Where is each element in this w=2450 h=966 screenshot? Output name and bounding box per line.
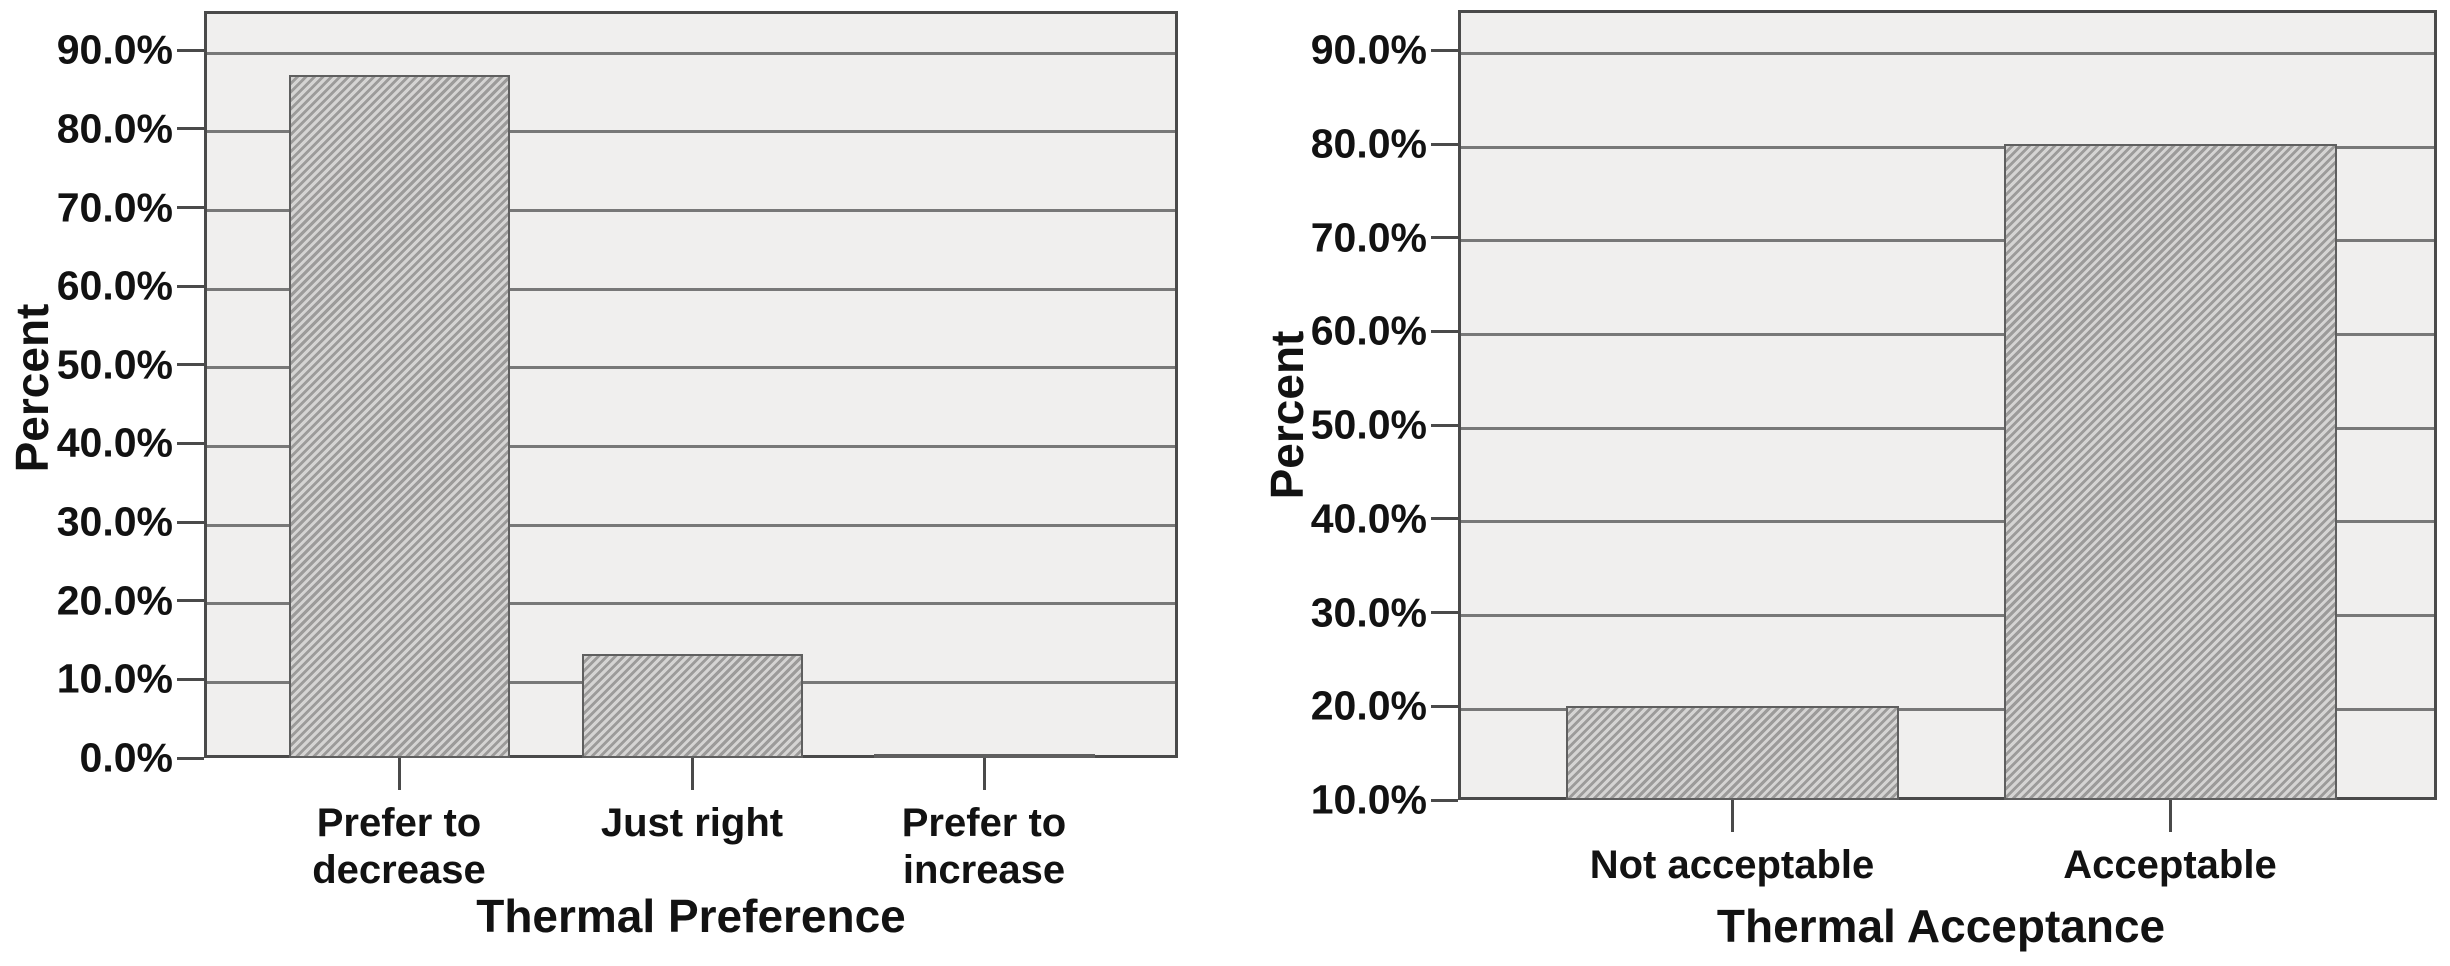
y-axis-tick-label: 80.0% <box>1310 120 1427 167</box>
gridline <box>207 366 1175 370</box>
y-axis-tick-mark <box>177 599 204 603</box>
y-axis-tick-mark <box>1431 142 1458 146</box>
y-axis-tick-mark <box>1431 611 1458 615</box>
x-axis-tick-mark <box>690 758 694 790</box>
y-axis-tick-mark <box>177 677 204 681</box>
y-axis-tick-mark <box>177 441 204 445</box>
gridline <box>207 444 1175 448</box>
y-axis-tick-mark <box>1431 798 1458 802</box>
gridline <box>207 287 1175 291</box>
y-axis-tick-label: 40.0% <box>56 419 173 466</box>
y-axis-tick-label: 60.0% <box>1310 307 1427 354</box>
y-axis-tick-label: 50.0% <box>56 341 173 388</box>
x-axis-category-label: Prefer to decrease <box>312 801 486 892</box>
y-axis-tick-mark <box>1431 48 1458 52</box>
x-axis-tick-mark <box>1730 800 1734 832</box>
y-axis-tick-mark <box>1431 704 1458 708</box>
x-axis-category-label: Just right <box>600 801 784 845</box>
y-axis-tick-label: 10.0% <box>56 655 173 702</box>
gridline <box>1461 51 2434 55</box>
x-axis-title: Thermal Preference <box>476 890 906 942</box>
x-axis-category-label: Acceptable <box>2063 843 2277 887</box>
y-axis-tick-mark <box>177 756 204 760</box>
y-axis-tick-label: 20.0% <box>1310 682 1427 729</box>
y-axis-tick-mark <box>1431 236 1458 240</box>
y-axis-tick-label: 10.0% <box>1310 776 1427 823</box>
y-axis-tick-label: 30.0% <box>56 498 173 545</box>
y-axis-tick-mark <box>1431 517 1458 521</box>
y-axis-tick-label: 90.0% <box>1310 26 1427 73</box>
x-axis-tick-mark <box>2168 800 2172 832</box>
bar-prefer-to-decrease <box>288 75 510 758</box>
x-axis-title: Thermal Acceptance <box>1716 900 2166 952</box>
gridline <box>1461 239 2434 243</box>
y-axis-tick-label: 40.0% <box>1310 495 1427 542</box>
gridline <box>1461 332 2434 336</box>
x-axis-category-label: Prefer to increase <box>901 801 1067 892</box>
y-axis-tick-label: 90.0% <box>56 26 173 73</box>
y-axis-tick-mark <box>177 284 204 288</box>
gridline <box>207 523 1175 527</box>
y-axis-tick-mark <box>177 206 204 210</box>
y-axis-tick-label: 20.0% <box>56 577 173 624</box>
bar-acceptable <box>2003 144 2337 800</box>
y-axis-tick-mark <box>177 48 204 52</box>
gridline <box>207 209 1175 213</box>
y-axis-tick-label: 60.0% <box>56 262 173 309</box>
y-axis-tick-label: 70.0% <box>1310 214 1427 261</box>
y-axis-tick-label: 80.0% <box>56 105 173 152</box>
gridline <box>207 602 1175 606</box>
y-axis-tick-mark <box>177 127 204 131</box>
bar-just-right <box>581 654 803 758</box>
gridline <box>207 51 1175 55</box>
x-axis-category-label: Not acceptable <box>1589 843 1875 887</box>
y-axis-tick-label: 30.0% <box>1310 589 1427 636</box>
bar-not-acceptable <box>1565 706 1899 800</box>
y-axis-tick-label: 50.0% <box>1310 401 1427 448</box>
gridline <box>1461 614 2434 618</box>
y-axis-tick-label: 0.0% <box>79 734 173 781</box>
y-axis-tick-mark <box>177 363 204 367</box>
gridline <box>1461 707 2434 711</box>
y-axis-tick-mark <box>1431 329 1458 333</box>
y-axis-tick-mark <box>1431 423 1458 427</box>
gridline <box>1461 520 2434 524</box>
x-axis-tick-mark <box>397 758 401 790</box>
gridline <box>1461 145 2434 149</box>
gridline <box>1461 426 2434 430</box>
bar-prefer-to-increase <box>873 754 1095 758</box>
y-axis-tick-label: 70.0% <box>56 184 173 231</box>
y-axis-tick-mark <box>177 520 204 524</box>
x-axis-tick-mark <box>982 758 986 790</box>
gridline <box>207 130 1175 134</box>
